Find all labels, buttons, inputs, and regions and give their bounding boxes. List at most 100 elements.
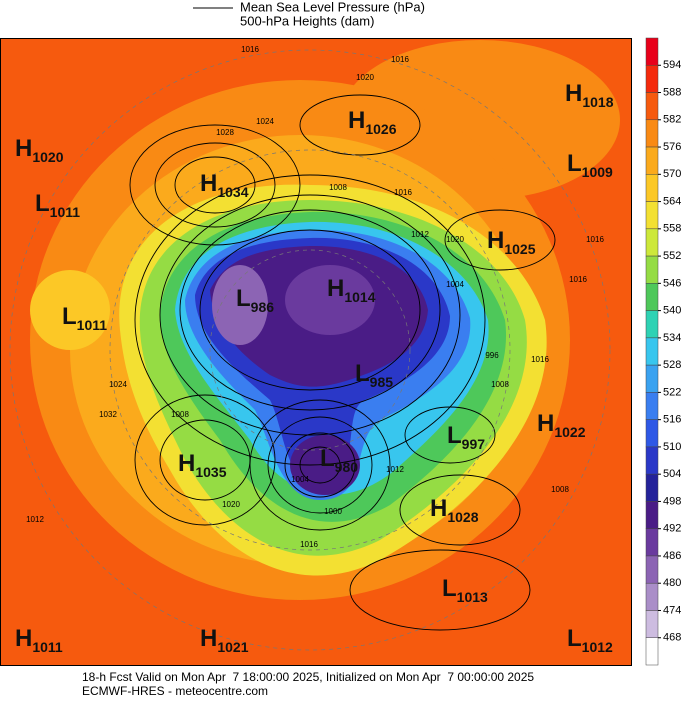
- center-letter: L: [320, 445, 335, 472]
- pressure-center: H1035: [178, 450, 227, 479]
- contour-label: 1016: [241, 45, 259, 54]
- graticule: [9, 49, 611, 651]
- center-letter: H: [15, 135, 32, 162]
- center-value: 985: [370, 374, 394, 390]
- colorbar-label: 540: [663, 305, 681, 317]
- pressure-center: L1012: [567, 625, 613, 654]
- colorbar-label: 594: [663, 59, 681, 71]
- center-letter: L: [236, 285, 251, 312]
- colorbar-label: 504: [663, 468, 681, 480]
- center-letter: L: [62, 303, 77, 330]
- colorbar-label: 516: [663, 414, 681, 426]
- colorbar-label: 564: [663, 195, 681, 207]
- colorbar-box: [645, 283, 659, 311]
- isobars: [129, 94, 556, 631]
- center-letter: H: [537, 410, 554, 437]
- colorbar-box: [645, 555, 659, 584]
- pressure-center: H1034: [200, 170, 249, 199]
- colorbar-label: 486: [663, 550, 681, 562]
- contour-label: 1032: [99, 410, 117, 419]
- center-letter: H: [200, 625, 217, 652]
- pressure-center: H1014: [327, 275, 376, 304]
- center-letter: L: [442, 575, 457, 602]
- contour-label: 1012: [386, 465, 404, 474]
- colorbar-label: 570: [663, 168, 681, 180]
- colorbar-label: 534: [663, 332, 681, 344]
- center-letter: L: [567, 625, 582, 652]
- colorbar-label: 510: [663, 441, 681, 453]
- map: [0, 38, 632, 666]
- pressure-center: L1009: [567, 150, 613, 179]
- colorbar-box: [645, 65, 659, 93]
- center-value: 986: [251, 299, 275, 315]
- colorbar-label: 474: [663, 604, 681, 616]
- center-value: 1026: [365, 121, 396, 137]
- contour-label: 1020: [446, 235, 464, 244]
- colorbar-box: [645, 473, 659, 502]
- center-value: 1035: [195, 464, 226, 480]
- pressure-center: H1028: [430, 495, 479, 524]
- contour-label: 1016: [394, 188, 412, 197]
- colorbar-box: [645, 364, 659, 393]
- colorbar-box: [645, 501, 659, 529]
- colorbar-label: 528: [663, 359, 681, 371]
- colorbar-label: 498: [663, 495, 681, 507]
- center-value: 997: [462, 436, 486, 452]
- contour-label: 1012: [411, 230, 429, 239]
- legend-item: Mean Sea Level Pressure (hPa): [240, 0, 425, 14]
- contour-label: 1008: [171, 410, 189, 419]
- colorbar-label: 546: [663, 277, 681, 289]
- colorbar-box: [645, 337, 659, 366]
- colorbar-box: [645, 392, 659, 420]
- colorbar-label: 468: [663, 632, 681, 644]
- colorbar-box: [645, 582, 659, 611]
- contour-label: 1024: [109, 380, 127, 389]
- center-letter: L: [447, 422, 462, 449]
- pressure-center: L1011: [35, 190, 80, 219]
- center-letter: H: [487, 227, 504, 254]
- colorbar-label: 492: [663, 523, 681, 535]
- center-letter: L: [567, 150, 582, 177]
- pressure-center: H1018: [565, 80, 614, 109]
- colorbar-box: [645, 528, 659, 557]
- colorbar-box: [645, 446, 659, 475]
- pressure-center: L986: [236, 285, 274, 314]
- center-letter: L: [35, 190, 50, 217]
- contour-label: 1004: [291, 475, 309, 484]
- center-value: 1011: [32, 639, 63, 655]
- colorbar-label: 522: [663, 386, 681, 398]
- center-value: 1034: [217, 184, 248, 200]
- contour-label: 1008: [551, 485, 569, 494]
- contour-label: 1016: [300, 540, 318, 549]
- contour-label: 1024: [256, 117, 274, 126]
- colorbar-label: 582: [663, 114, 681, 126]
- colorbar-box: [645, 174, 659, 202]
- center-value: 1028: [447, 509, 478, 525]
- colorbar-box: [645, 228, 659, 257]
- colorbar-box: [645, 201, 659, 230]
- colorbar-box: [645, 310, 659, 339]
- pressure-center: H1025: [487, 227, 536, 256]
- colorbar-label: 480: [663, 577, 681, 589]
- pressure-center: H1011: [15, 625, 63, 654]
- colorbar-box: [645, 119, 659, 148]
- pressure-center: L1011: [62, 303, 107, 332]
- center-letter: H: [565, 80, 582, 107]
- center-value: 1012: [582, 639, 613, 655]
- pressure-center: L997: [447, 422, 485, 451]
- colorbar-label: 576: [663, 141, 681, 153]
- contour-label: 1020: [356, 73, 374, 82]
- center-value: 1013: [457, 589, 488, 605]
- contour-label: 1000: [324, 507, 342, 516]
- center-letter: H: [430, 495, 447, 522]
- center-letter: H: [200, 170, 217, 197]
- center-value: 1025: [504, 241, 535, 257]
- contour-label: 996: [485, 351, 499, 360]
- center-value: 1011: [77, 317, 108, 333]
- map-frame: [0, 38, 632, 666]
- contour-label: 1020: [222, 500, 240, 509]
- pressure-center: L985: [355, 360, 393, 389]
- contour-label: 1028: [216, 128, 234, 137]
- contour-label: 1004: [446, 280, 464, 289]
